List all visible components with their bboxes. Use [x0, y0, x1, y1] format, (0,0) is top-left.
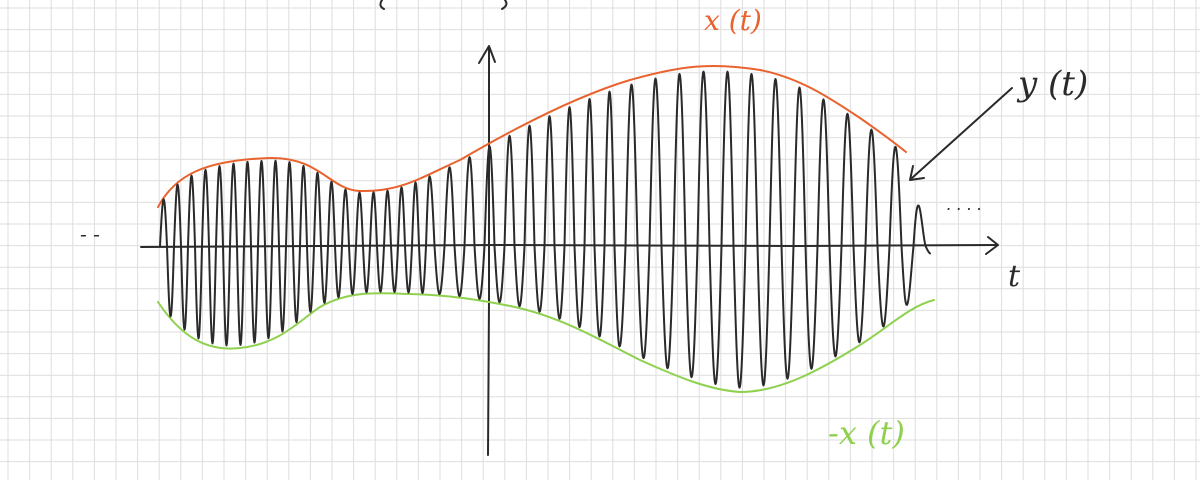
cropped-mark-left — [379, 0, 385, 10]
signal-label: y (t) — [1016, 64, 1088, 104]
vertical-axis-arrowhead — [478, 45, 496, 64]
cropped-mark-right — [501, 0, 508, 10]
vertical-axis — [487, 47, 490, 456]
t-axis-arrowhead — [985, 236, 999, 255]
t-axis-label: t — [1008, 259, 1021, 294]
upper-envelope-curve — [157, 64, 907, 208]
left-continuation-dots: - - — [80, 222, 100, 246]
lower-envelope-label: -x (t) — [828, 414, 905, 452]
right-continuation-dots: . . . . — [946, 195, 982, 214]
lower-envelope-curve — [157, 292, 935, 394]
upper-envelope-label: x (t) — [704, 4, 762, 37]
t-axis — [140, 243, 997, 248]
signal-pointer-arrowhead — [909, 165, 925, 181]
signal-pointer-arrow — [911, 87, 1013, 179]
signal-curve — [159, 70, 931, 389]
